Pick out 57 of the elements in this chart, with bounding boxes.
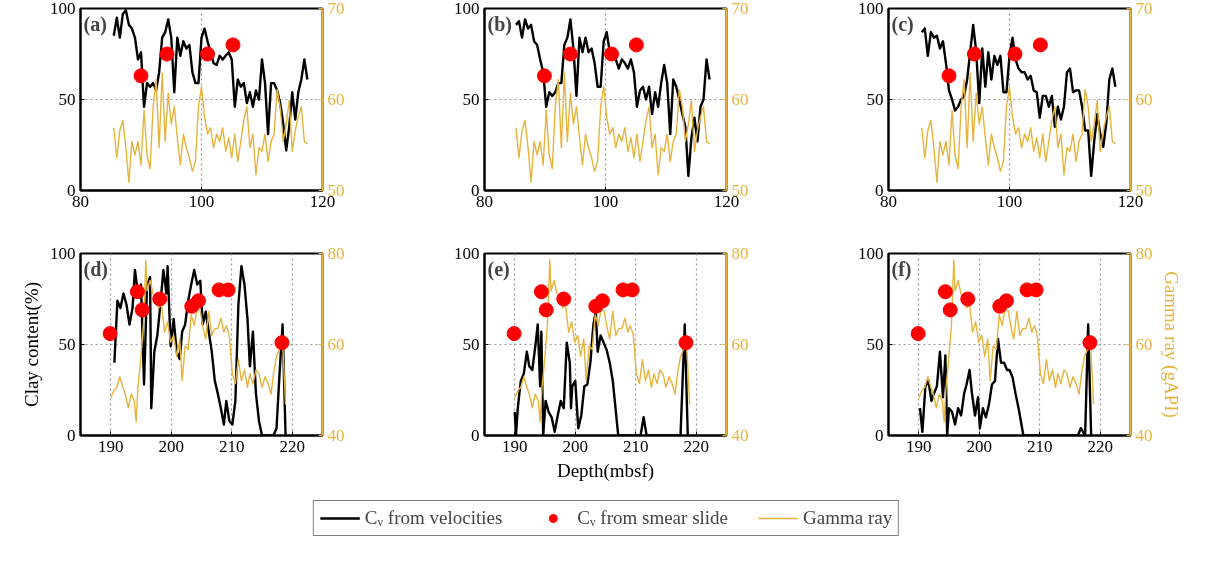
chart-title: (c) [891, 12, 914, 36]
y-tick-label: 0 [67, 426, 76, 445]
x-tick-label: 100 [188, 191, 215, 211]
y-tick-label: 50 [462, 90, 480, 109]
chart-title: (e) [487, 257, 510, 281]
y2-tick-label: 60 [731, 90, 749, 109]
legend-label: Gamma ray [803, 506, 893, 529]
x-tick-label: 220 [683, 436, 709, 456]
x-tick-label: 100 [592, 191, 619, 211]
y-tick-label: 100 [858, 244, 884, 263]
y-tick-label: 100 [50, 0, 76, 18]
y2-axis-title: Gamma ray (gAPI) [1159, 271, 1182, 418]
chart-title: (d) [83, 257, 108, 281]
legend-label: Cᵥ from velocities [364, 506, 503, 529]
y2-tick-label: 80 [731, 244, 749, 263]
y2-tick-label: 60 [327, 335, 345, 354]
x-tick-label: 200 [562, 436, 588, 456]
y-tick-label: 0 [875, 426, 884, 445]
y-tick-label: 100 [858, 0, 884, 18]
y-tick-label: 50 [866, 335, 884, 354]
chart-title: (f) [891, 257, 912, 281]
x-tick-label: 210 [623, 436, 649, 456]
x-axis-title: Depth(mbsf) [556, 459, 655, 482]
x-tick-label: 210 [1027, 436, 1053, 456]
chart-title: (a) [83, 12, 107, 36]
y2-tick-label: 60 [327, 90, 345, 109]
y2-tick-label: 40 [731, 426, 749, 445]
y-tick-label: 100 [454, 0, 480, 18]
y-tick-label: 50 [58, 335, 76, 354]
y-tick-label: 0 [471, 426, 480, 445]
y2-tick-label: 60 [1135, 335, 1153, 354]
y-tick-label: 50 [866, 90, 884, 109]
x-tick-label: 200 [158, 436, 184, 456]
y2-tick-label: 80 [1135, 244, 1153, 263]
y2-tick-label: 40 [327, 426, 345, 445]
y-tick-label: 50 [462, 335, 480, 354]
chart-title: (b) [487, 12, 512, 36]
y-axis-title: Clay content(%) [21, 281, 43, 408]
legend-label: Cᵥ from smear slide [577, 506, 729, 529]
y2-tick-label: 40 [1135, 426, 1153, 445]
y2-tick-label: 70 [731, 0, 749, 18]
x-tick-label: 220 [1087, 436, 1113, 456]
x-tick-label: 190 [906, 436, 932, 456]
x-tick-label: 220 [279, 436, 305, 456]
x-tick-label: 210 [219, 436, 245, 456]
y-tick-label: 100 [454, 244, 480, 263]
y2-tick-label: 60 [1135, 90, 1153, 109]
x-tick-label: 100 [996, 191, 1023, 211]
y2-tick-label: 70 [1135, 0, 1153, 18]
y2-tick-label: 70 [327, 0, 345, 18]
x-tick-label: 190 [98, 436, 124, 456]
x-tick-label: 190 [502, 436, 528, 456]
y2-tick-label: 60 [731, 335, 749, 354]
x-tick-label: 200 [966, 436, 992, 456]
y-tick-label: 50 [58, 90, 76, 109]
y2-tick-label: 80 [327, 244, 345, 263]
y-tick-label: 100 [50, 244, 76, 263]
